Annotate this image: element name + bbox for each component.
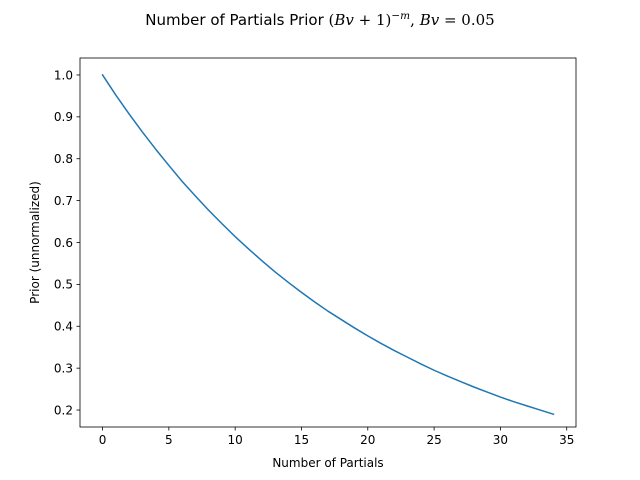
title-open-paren: ( — [329, 11, 335, 29]
y-axis-label: Prior (unnormalized) — [28, 181, 42, 304]
x-tick-label: 25 — [426, 433, 441, 447]
y-tick-label: 1.0 — [54, 68, 73, 82]
x-tick-label: 20 — [360, 433, 375, 447]
x-tick-label: 30 — [493, 433, 508, 447]
title-equals-value: = 0.05 — [439, 11, 495, 29]
series-layer — [101, 73, 555, 416]
title-close-paren: ) — [386, 11, 392, 29]
x-tick-label: 15 — [294, 433, 309, 447]
y-tick-label: 0.2 — [54, 403, 73, 417]
chart-title: Number of Partials Prior (Bv + 1)−m, Bv … — [145, 10, 494, 29]
y-tick-label: 0.9 — [54, 110, 73, 124]
x-axis-label: Number of Partials — [272, 456, 383, 470]
x-tick-label: 5 — [165, 433, 173, 447]
title-prefix: Number of Partials Prior — [145, 11, 328, 29]
y-tick-label: 0.3 — [54, 361, 73, 375]
plot-area-frame — [79, 57, 577, 428]
y-tick-label: 0.7 — [54, 194, 73, 208]
y-tick-label: 0.4 — [54, 320, 73, 334]
y-tick-label: 0.8 — [54, 152, 73, 166]
y-tick-label: 0.5 — [54, 278, 73, 292]
title-separator: , — [410, 11, 420, 29]
x-tick-label: 0 — [99, 433, 107, 447]
x-tick-label: 35 — [559, 433, 574, 447]
y-tick-label: 0.6 — [54, 236, 73, 250]
x-tick-label: 10 — [228, 433, 243, 447]
prior-series-line — [101, 73, 555, 416]
title-bv-symbol-2: Bv — [419, 11, 440, 29]
x-axis-ticks: 0 5 10 15 20 25 30 35 — [99, 427, 574, 447]
title-plus-one: + 1 — [354, 11, 386, 29]
title-bv-symbol: Bv — [333, 11, 354, 29]
title-exponent: −m — [391, 10, 410, 22]
y-axis-ticks: 0.2 0.3 0.4 0.5 0.6 0.7 0.8 0.9 1.0 — [54, 68, 80, 417]
